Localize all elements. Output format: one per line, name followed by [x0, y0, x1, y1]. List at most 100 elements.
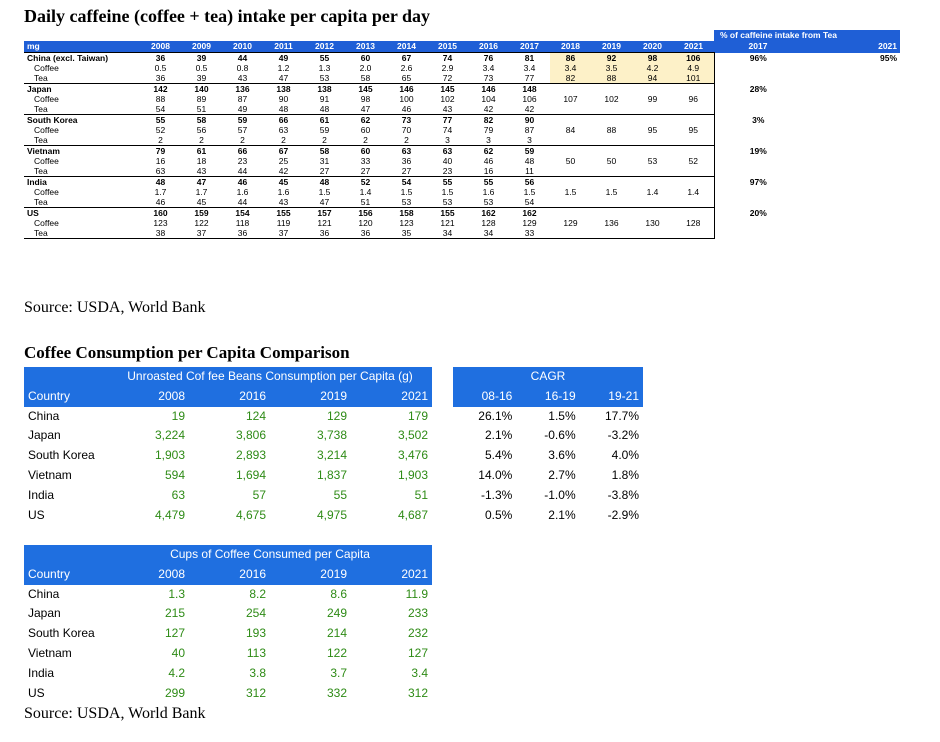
- empty-cell: [802, 63, 900, 73]
- empty-cell: [714, 228, 802, 239]
- total-value: 77: [427, 114, 468, 125]
- coffee-value: 56: [196, 125, 207, 135]
- header-blank: [509, 30, 550, 41]
- cagr-value: 2.1%: [548, 507, 576, 522]
- tea-value: 51: [196, 104, 207, 114]
- table-row: China 1.3 8.2 8.6 11.9: [24, 585, 432, 605]
- year-header: 2010: [222, 41, 263, 53]
- year-header: 2020: [632, 41, 673, 53]
- year-header: 2016: [189, 386, 270, 407]
- tea-value: [673, 104, 715, 115]
- cagr-value: 26.1%: [478, 408, 513, 423]
- tea-value: [591, 166, 632, 177]
- value-cell: 8.6: [330, 586, 347, 601]
- total-value: [591, 145, 632, 156]
- total-value: [673, 207, 715, 218]
- value-cell: 124: [245, 408, 266, 423]
- value-cell: 40: [171, 645, 185, 660]
- coffee-value: 2.9: [441, 63, 454, 73]
- unit-label: mg: [24, 41, 140, 53]
- country-name: US: [24, 207, 140, 218]
- value-cell: 594: [164, 467, 185, 482]
- total-value: 55: [427, 176, 468, 187]
- value-cell: 193: [245, 626, 266, 641]
- total-value: 58: [181, 114, 222, 125]
- total-value: [673, 145, 715, 156]
- caffeine-header-years: mg 2008 2009 2010 2011 2012 2013 2014 2015 2016 20…: [24, 41, 901, 53]
- value-cell: 232: [408, 626, 429, 641]
- period-header: 19-21: [579, 386, 643, 407]
- empty-cell: [802, 125, 900, 135]
- coffee-label: Coffee: [34, 125, 59, 135]
- coffee-value: 118: [235, 218, 250, 228]
- tea-value: 73: [483, 73, 494, 83]
- value-cell: 3,224: [154, 428, 185, 443]
- coffee-value: 87: [524, 125, 535, 135]
- country-total-row: India 48 47 46 45 48 52 54 55 55 56 97%: [24, 176, 900, 187]
- pct-2021: [802, 208, 900, 219]
- tea-value: 46: [155, 197, 166, 207]
- value-cell: 1,903: [154, 448, 185, 463]
- total-value: 55: [304, 52, 345, 63]
- total-value: [591, 176, 632, 187]
- coffee-value: 3.4: [523, 63, 536, 73]
- cagr-value: -3.2%: [607, 428, 639, 443]
- header-blank: [550, 30, 591, 41]
- year-header: 2021: [351, 386, 432, 407]
- coffee-value: 0.5: [195, 63, 208, 73]
- value-cell: 3,502: [397, 428, 428, 443]
- tea-value: 43: [237, 73, 248, 83]
- coffee-value: 1.6: [482, 187, 495, 197]
- value-cell: 4,687: [397, 507, 428, 522]
- total-value: 156: [345, 207, 386, 218]
- value-cell: 129: [326, 408, 347, 423]
- empty-cell: [802, 166, 900, 177]
- tea-value: 101: [673, 73, 715, 84]
- total-value: 155: [263, 207, 304, 218]
- caffeine-intake-table: % of caffeine intake from Tea mg 2008 2009 2…: [24, 30, 901, 239]
- tea-value: 44: [237, 166, 248, 176]
- coffee-value: 1.5: [441, 187, 454, 197]
- tea-value: [673, 228, 715, 239]
- header-blank: [591, 30, 632, 41]
- table-row: Vietnam 594 1,694 1,837 1,903: [24, 466, 432, 486]
- tea-label: Tea: [34, 104, 48, 114]
- value-cell: 2,893: [235, 448, 266, 463]
- table-row: -1.3% -1.0% -3.8%: [453, 486, 643, 506]
- header-blank: [24, 367, 108, 387]
- country-column-header: Country: [24, 564, 108, 585]
- total-value: [550, 207, 591, 218]
- total-value: [632, 145, 673, 156]
- tea-value: 88: [591, 73, 632, 84]
- tea-value: 54: [524, 197, 535, 207]
- tea-value: 54: [155, 104, 166, 114]
- tea-value: 27: [360, 166, 371, 176]
- coffee-value: 48: [524, 156, 535, 166]
- tea-value: 43: [442, 104, 453, 114]
- coffee-value: 128: [481, 218, 496, 228]
- coffee-value: 52: [155, 125, 166, 135]
- total-value: 162: [509, 207, 550, 218]
- year-header: 2011: [263, 41, 304, 53]
- coffee-label: Coffee: [34, 218, 59, 228]
- comparison-title: Coffee Consumption per Capita Comparison: [24, 343, 350, 362]
- tea-value: 36: [155, 73, 166, 83]
- country-name: Japan: [24, 83, 140, 94]
- coffee-value: 129: [522, 218, 537, 228]
- total-value: 160: [140, 207, 181, 218]
- empty-cell: [714, 218, 802, 228]
- empty-cell: [714, 125, 802, 135]
- year-header: 2019: [591, 41, 632, 53]
- tea-label: Tea: [34, 166, 48, 176]
- tea-value: 36: [304, 228, 345, 239]
- header-blank: [632, 30, 673, 41]
- coffee-value: 4.9: [673, 63, 715, 73]
- tea-value: [591, 135, 632, 146]
- empty-cell: [714, 73, 802, 84]
- beans-years-row: Country 2008 2016 2019 2021: [24, 386, 432, 407]
- coffee-value: 1.5: [318, 187, 331, 197]
- total-value: 44: [222, 52, 263, 63]
- header-blank: [304, 30, 345, 41]
- total-value: [591, 83, 632, 94]
- coffee-row: Coffee 16 18 23 25 31 33 36 40 46 48 50 50 53 52: [24, 156, 900, 166]
